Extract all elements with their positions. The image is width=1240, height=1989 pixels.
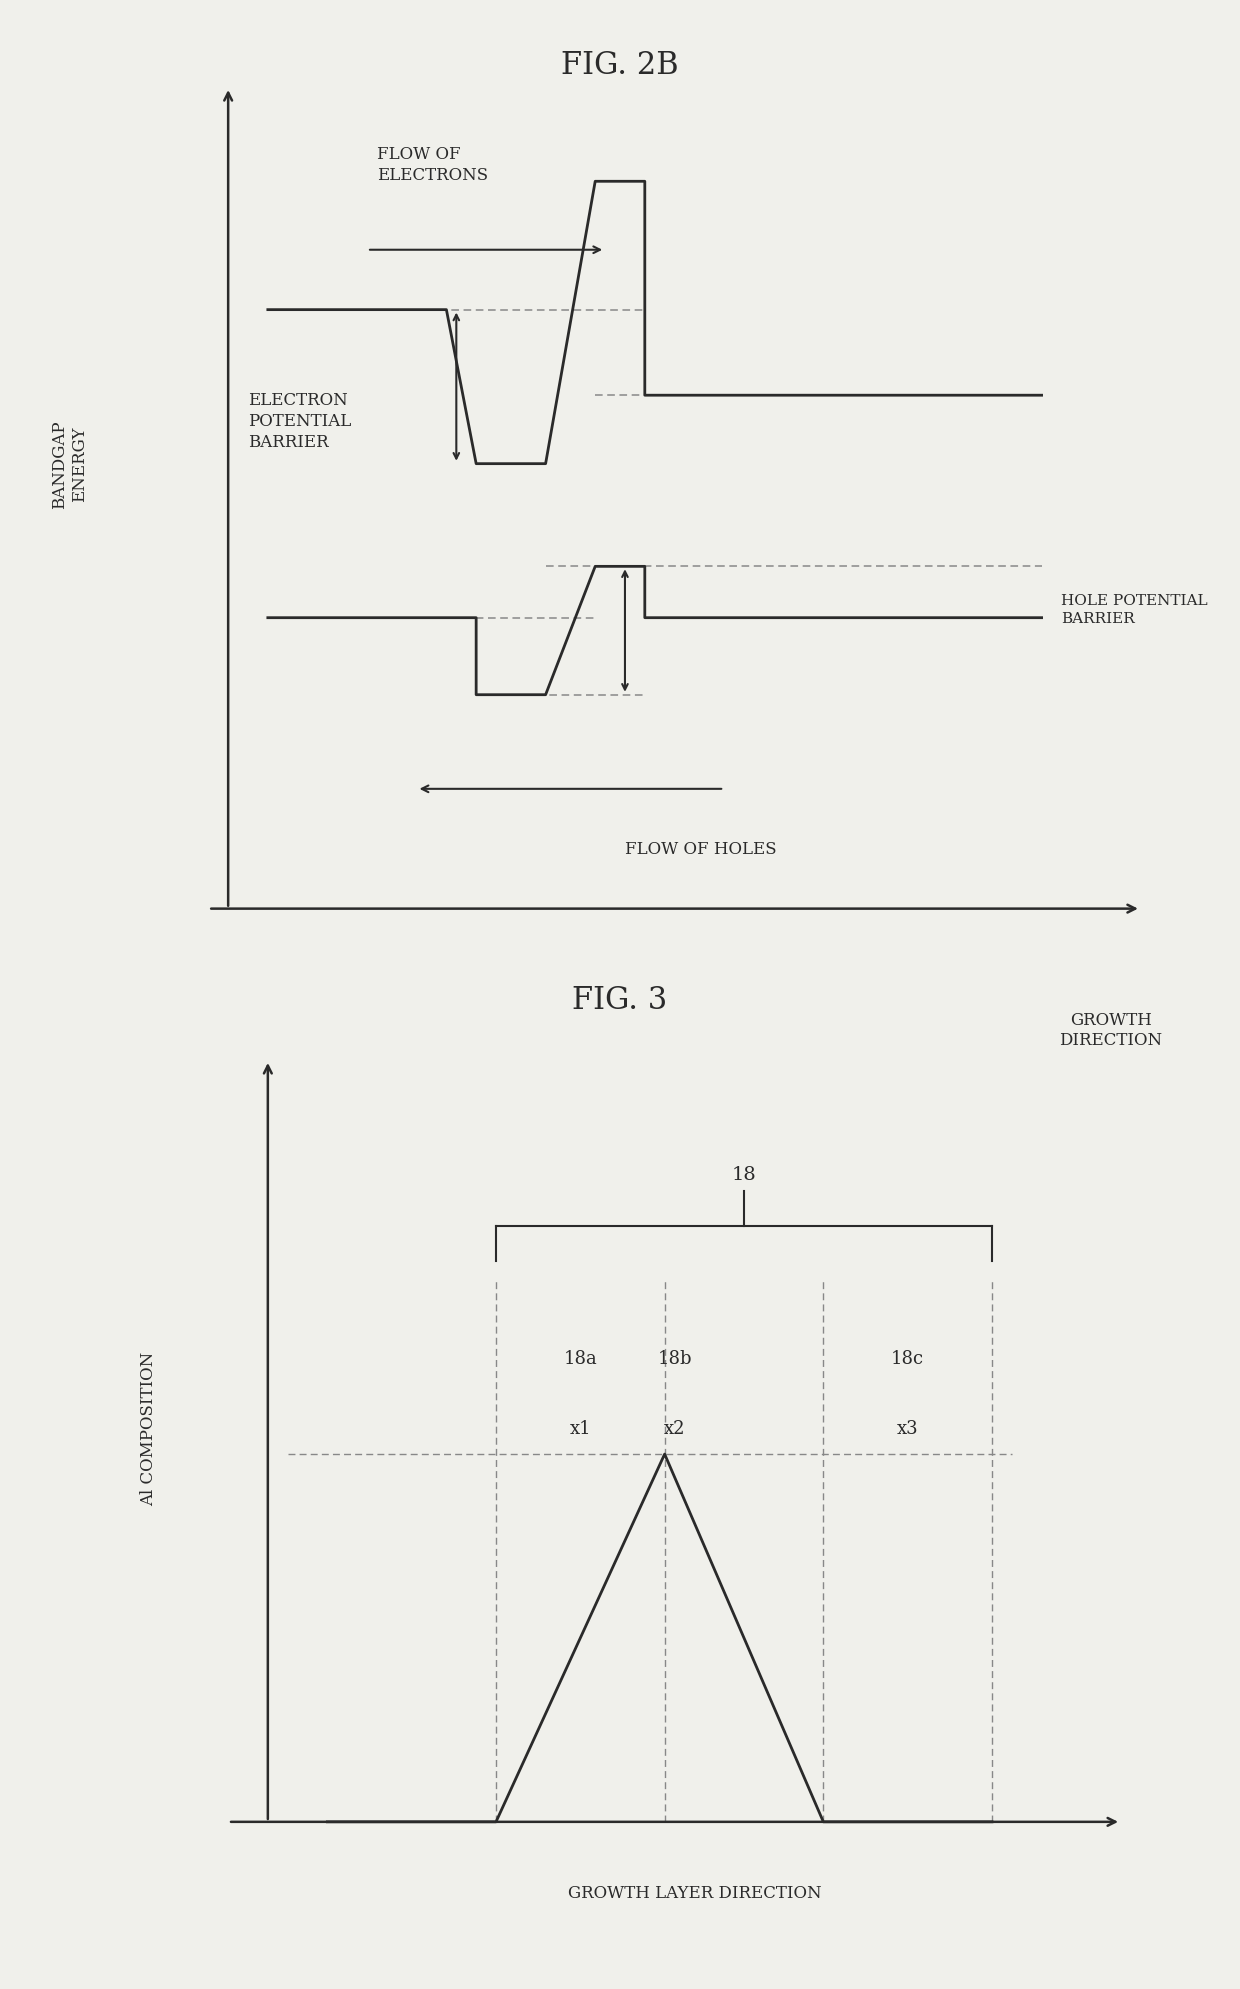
Text: HOLE POTENTIAL
BARRIER: HOLE POTENTIAL BARRIER	[1061, 595, 1208, 625]
Text: x3: x3	[897, 1418, 919, 1436]
Text: ELECTRON
POTENTIAL
BARRIER: ELECTRON POTENTIAL BARRIER	[248, 392, 351, 452]
Text: FLOW OF
ELECTRONS: FLOW OF ELECTRONS	[377, 145, 489, 185]
Text: x2: x2	[663, 1418, 686, 1436]
Text: x1: x1	[569, 1418, 591, 1436]
Text: BANDGAP
ENERGY: BANDGAP ENERGY	[51, 420, 88, 509]
Text: Al COMPOSITION: Al COMPOSITION	[140, 1351, 157, 1506]
Text: GROWTH
DIRECTION: GROWTH DIRECTION	[1059, 1012, 1163, 1048]
Text: FIG. 2B: FIG. 2B	[562, 50, 678, 82]
Text: 18c: 18c	[892, 1349, 924, 1366]
Text: 18a: 18a	[563, 1349, 598, 1366]
Text: GROWTH LAYER DIRECTION: GROWTH LAYER DIRECTION	[568, 1884, 821, 1901]
Text: 18b: 18b	[657, 1349, 692, 1366]
Text: FLOW OF HOLES: FLOW OF HOLES	[625, 841, 776, 857]
Text: FIG. 3: FIG. 3	[573, 985, 667, 1016]
Text: 18: 18	[732, 1166, 756, 1183]
